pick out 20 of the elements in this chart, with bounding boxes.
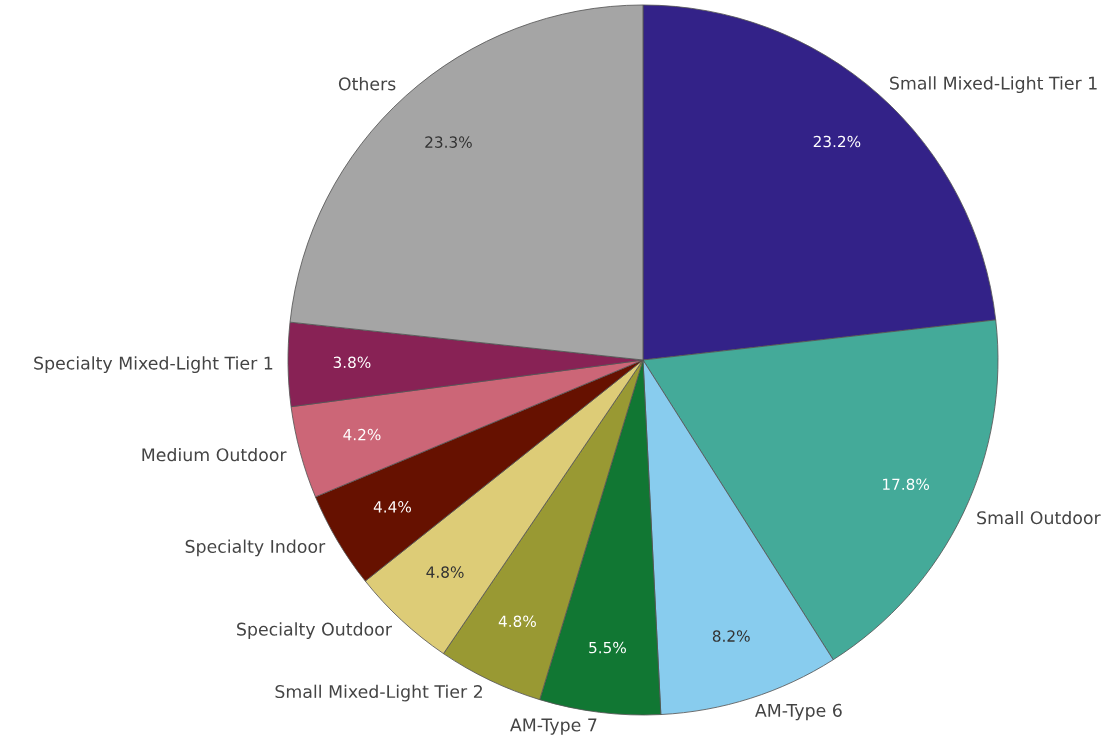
data-label: 8.2% bbox=[712, 630, 750, 642]
data-label: 4.4% bbox=[373, 501, 411, 513]
slice-label: Specialty Mixed-Light Tier 1 bbox=[34, 356, 273, 374]
slice-label: Medium Outdoor bbox=[142, 447, 287, 462]
slice-label: Specialty Outdoor bbox=[237, 622, 392, 640]
data-label: 17.8% bbox=[883, 478, 930, 491]
data-label: 23.3% bbox=[425, 136, 472, 148]
slice-label: Small Mixed-Light Tier 1 bbox=[890, 76, 1097, 93]
data-label: 4.8% bbox=[426, 566, 464, 578]
slice-label: Small Mixed-Light Tier 2 bbox=[275, 684, 482, 702]
data-label: 5.5% bbox=[589, 641, 626, 654]
slice-label: AM-Type 6 bbox=[755, 703, 842, 721]
data-label: 4.8% bbox=[498, 615, 536, 628]
data-label: 3.8% bbox=[333, 356, 371, 369]
slice-label: Specialty Indoor bbox=[185, 539, 326, 557]
data-label: 23.2% bbox=[813, 135, 861, 148]
slice-label: Others bbox=[338, 76, 396, 91]
slice-label: Small Outdoor bbox=[977, 510, 1101, 525]
slice-label: AM-Type 7 bbox=[510, 718, 597, 735]
data-label: 4.2% bbox=[343, 428, 381, 441]
